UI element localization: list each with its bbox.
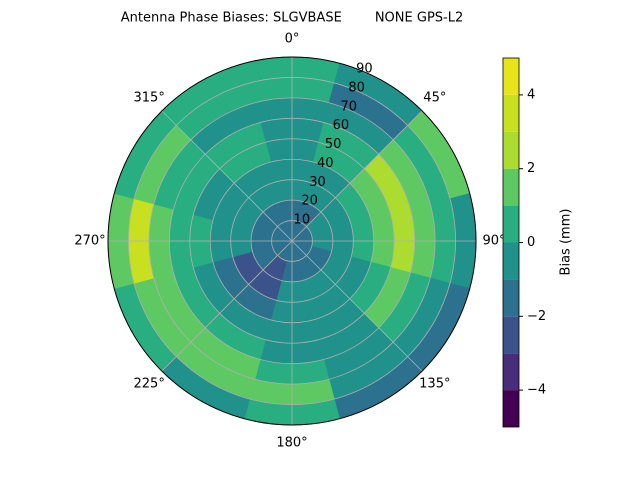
theta-tick-label: 225°	[134, 376, 165, 391]
colorbar-band	[503, 205, 519, 243]
colorbar-tick-label: −2	[527, 309, 546, 324]
colorbar-band	[503, 131, 519, 169]
r-tick-label: 10	[294, 213, 311, 228]
r-tick-label: 50	[325, 137, 342, 152]
r-tick-label: 30	[309, 175, 326, 190]
colorbar-tick-label: 2	[527, 161, 535, 176]
r-tick-label: 60	[333, 118, 350, 133]
colorbar-tick-label: 4	[527, 87, 535, 102]
theta-tick-label: 45°	[423, 91, 446, 106]
colorbar-band	[503, 279, 519, 317]
colorbar-band	[503, 316, 519, 354]
polar-frame	[107, 56, 477, 426]
colorbar-band	[503, 168, 519, 206]
chart-title: Antenna Phase Biases: SLGVBASE NONE GPS-…	[121, 11, 464, 26]
colorbar-band	[503, 353, 519, 391]
r-tick-label: 40	[317, 156, 334, 171]
theta-tick-label: 0°	[285, 32, 300, 47]
colorbar-label: Bias (mm)	[559, 209, 574, 276]
r-tick-label: 80	[348, 80, 365, 95]
colorbar-band	[503, 390, 519, 427]
colorbar-tick-label: −4	[527, 383, 546, 398]
grid-spoke	[161, 110, 293, 242]
theta-tick-label: 135°	[419, 376, 450, 391]
grid-spoke	[291, 240, 423, 372]
colorbar-band	[503, 94, 519, 132]
theta-tick-label: 270°	[74, 234, 105, 249]
r-tick-label: 90	[356, 62, 373, 77]
colorbar-band	[503, 58, 519, 95]
theta-tick-label: 315°	[134, 91, 165, 106]
colorbar-band	[503, 242, 519, 280]
colorbar-tick-label: 0	[527, 235, 535, 250]
grid-spoke	[291, 110, 423, 242]
theta-tick-label: 90°	[482, 234, 505, 249]
grid-spoke	[161, 240, 293, 372]
r-tick-label: 20	[301, 194, 318, 209]
r-tick-label: 70	[340, 99, 357, 114]
theta-tick-label: 180°	[276, 436, 307, 451]
